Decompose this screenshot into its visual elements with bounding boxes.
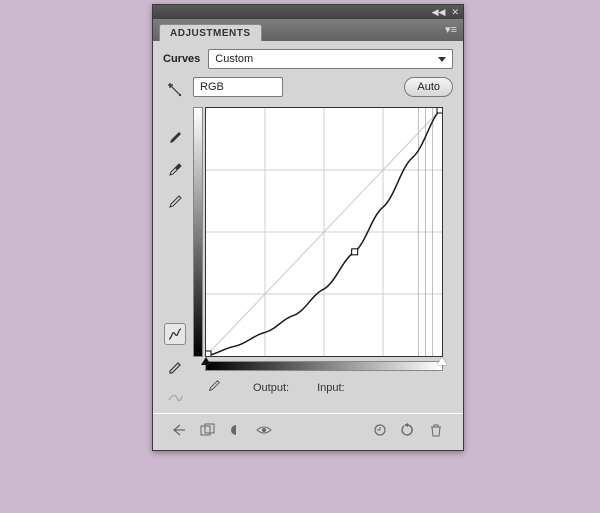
panel-footer xyxy=(163,418,453,444)
visibility-icon[interactable] xyxy=(255,422,273,438)
panel-divider xyxy=(153,413,463,414)
panel-menu-icon[interactable]: ▾≡ xyxy=(445,23,457,36)
black-point-slider[interactable] xyxy=(201,357,211,365)
auto-button[interactable]: Auto xyxy=(404,77,453,97)
preset-row: Curves Custom xyxy=(163,49,453,69)
channel-row: RGB Auto xyxy=(193,77,453,97)
trash-icon[interactable] xyxy=(427,422,445,438)
eyedropper-mini-icon xyxy=(207,379,225,396)
chevron-down-icon xyxy=(438,57,446,62)
curve-edit-mode-icon[interactable] xyxy=(164,323,186,345)
curve-svg xyxy=(206,108,442,356)
collapse-icon[interactable]: ◀◀ xyxy=(432,8,446,17)
tab-adjustments[interactable]: ADJUSTMENTS xyxy=(159,24,262,41)
footer-right xyxy=(371,422,445,438)
output-label: Output: xyxy=(253,382,289,394)
white-point-slider[interactable] xyxy=(437,357,447,365)
panel-titlebar: ◀◀ ✕ xyxy=(153,5,463,19)
preset-select-value: Custom xyxy=(215,53,253,65)
back-arrow-icon[interactable] xyxy=(171,422,189,438)
io-readout: Output: Input: xyxy=(207,379,453,396)
tool-column xyxy=(163,77,187,409)
adjustment-title: Curves xyxy=(163,53,200,65)
preset-select[interactable]: Custom xyxy=(208,49,453,69)
targeted-adjustment-tool[interactable] xyxy=(164,79,186,101)
eyedropper-white-icon[interactable] xyxy=(164,191,186,213)
smooth-curve-icon[interactable] xyxy=(164,387,186,409)
curve-graph[interactable] xyxy=(205,107,443,357)
previous-state-icon[interactable] xyxy=(371,422,389,438)
adjustments-panel: ◀◀ ✕ ADJUSTMENTS ▾≡ Curves Custom xyxy=(152,4,464,451)
channel-select[interactable]: RGB xyxy=(193,77,283,97)
input-gradient xyxy=(205,361,443,371)
panel-tabbar: ADJUSTMENTS ▾≡ xyxy=(153,19,463,41)
channel-select-value: RGB xyxy=(200,81,224,93)
eyedropper-gray-icon[interactable] xyxy=(164,159,186,181)
curve-area: RGB Auto xyxy=(163,77,453,409)
close-icon[interactable]: ✕ xyxy=(451,8,459,17)
pencil-mode-icon[interactable] xyxy=(164,355,186,377)
panel-body: Curves Custom xyxy=(153,41,463,450)
input-label: Input: xyxy=(317,382,345,394)
curve-main: RGB Auto xyxy=(193,77,453,409)
clip-to-layer-icon[interactable] xyxy=(227,422,245,438)
input-gradient-row xyxy=(205,359,443,373)
expanded-view-icon[interactable] xyxy=(199,422,217,438)
footer-left xyxy=(171,422,273,438)
output-gradient xyxy=(193,107,203,357)
eyedropper-black-icon[interactable] xyxy=(164,127,186,149)
reset-icon[interactable] xyxy=(399,422,417,438)
graph-wrap xyxy=(193,107,443,373)
